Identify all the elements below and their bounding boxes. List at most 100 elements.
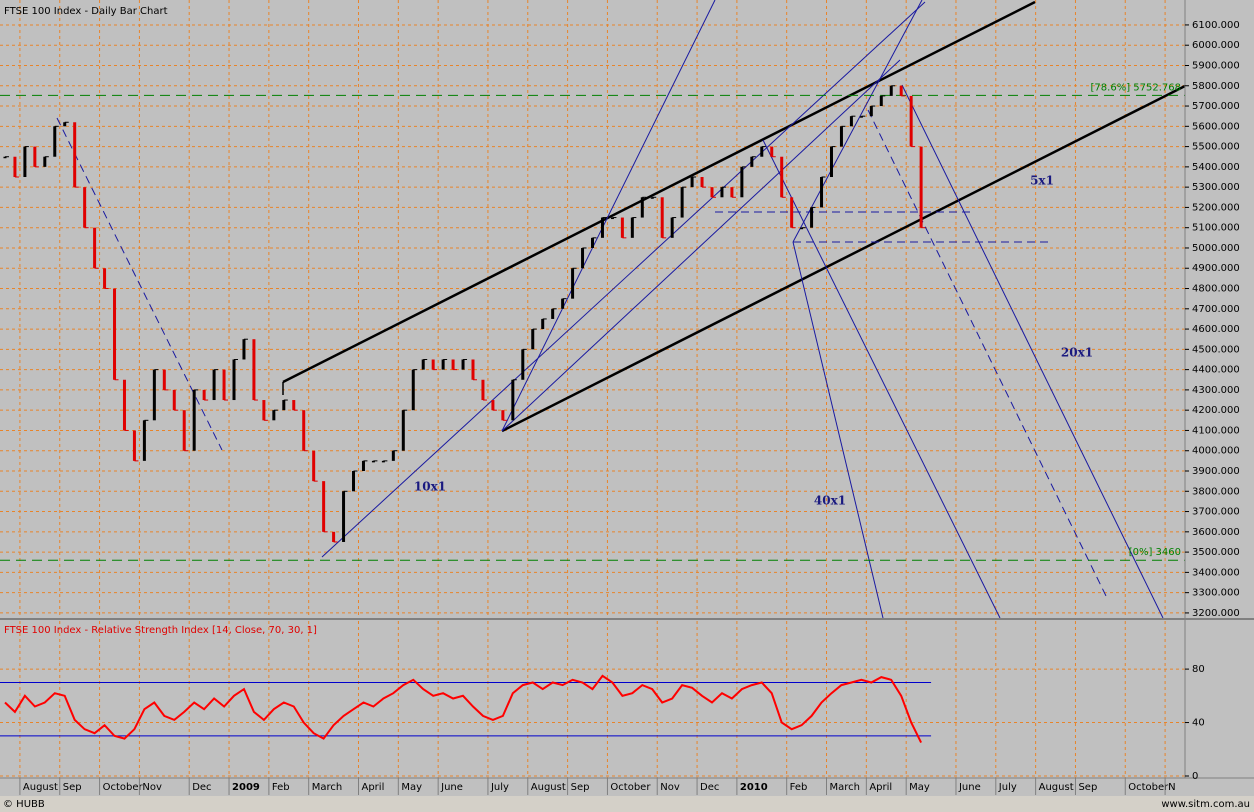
price-bar (401, 410, 405, 451)
price-bar (829, 146, 833, 178)
price-bar (262, 400, 266, 421)
price-bar (600, 217, 604, 238)
x-tick-label: October (610, 782, 651, 793)
y-tick-label: 4900.000 (1192, 263, 1240, 274)
price-bar (780, 156, 784, 198)
x-tick-label: August (531, 782, 566, 793)
price-bar (272, 410, 276, 421)
annotation: 20x1 (1061, 346, 1093, 360)
fan-line (501, 0, 716, 432)
price-bar (63, 122, 67, 127)
y-tick-label: 3600.000 (1192, 527, 1240, 538)
price-bar (561, 298, 565, 309)
price-bar (511, 379, 515, 421)
price-bar (282, 400, 286, 411)
price-bar (33, 146, 37, 167)
price-bar (342, 491, 346, 542)
price-bar (73, 122, 77, 188)
price-bar (122, 379, 126, 431)
x-tick-label: October (103, 782, 144, 793)
price-bar (93, 227, 97, 269)
x-tick-label: Dec (700, 782, 719, 793)
y-tick-label: 4700.000 (1192, 304, 1240, 315)
y-tick-label: 5200.000 (1192, 202, 1240, 213)
price-bar (361, 460, 365, 472)
grid (0, 0, 1185, 778)
price-bar (581, 247, 585, 269)
rsi-title: FTSE 100 Index - Relative Strength Index… (4, 625, 317, 636)
price-bar (13, 156, 17, 178)
price-bar (660, 197, 664, 238)
price-bar (650, 197, 654, 199)
x-tick-label: Feb (790, 782, 808, 793)
price-bar (132, 430, 136, 461)
price-bar (481, 379, 485, 401)
y-tick-label: 5700.000 (1192, 101, 1240, 112)
trend-lines (56, 0, 1186, 619)
price-bar (242, 339, 246, 360)
price-bar (730, 187, 734, 198)
price-bar (630, 217, 634, 238)
price-bar (790, 197, 794, 228)
x-tick-label: June (440, 782, 463, 793)
price-bar (302, 410, 306, 451)
y-tick-label: 5000.000 (1192, 243, 1240, 254)
y-tick-label: 3500.000 (1192, 547, 1240, 558)
rsi-line (4, 674, 922, 744)
price-bar (800, 227, 804, 230)
y-tick-label: 3400.000 (1192, 567, 1240, 578)
price-bar (142, 420, 146, 461)
price-bar (610, 217, 614, 220)
price-bar (312, 450, 316, 482)
y-tick-label: 4400.000 (1192, 365, 1240, 376)
price-bar (371, 460, 375, 463)
price-bar (471, 359, 475, 380)
price-bar (411, 369, 415, 411)
fan-line (321, 1, 926, 558)
price-bar (591, 237, 594, 248)
price-bar (700, 177, 704, 188)
price-bar (451, 359, 455, 370)
price-bar (849, 116, 853, 127)
y-tick-label: 4000.000 (1192, 446, 1240, 457)
level-label: [78.6%] 5752.768 (1091, 82, 1181, 93)
y-tick-label: 3200.000 (1192, 608, 1240, 619)
price-bar (332, 531, 336, 542)
price-bar (820, 177, 824, 208)
price-bar (322, 481, 326, 532)
price-bar (431, 359, 435, 370)
price-bar (670, 217, 674, 238)
price-bar (232, 359, 236, 401)
annotation: 5x1 (1030, 174, 1054, 188)
x-tick-label: 2009 (232, 782, 260, 793)
fan-line (901, 84, 1164, 619)
x-tick-label: April (361, 782, 384, 793)
price-bar (879, 95, 883, 107)
price-bar (352, 471, 356, 492)
y-tick-label: 3700.000 (1192, 507, 1240, 518)
price-bar (899, 85, 903, 96)
price-bar (720, 187, 724, 198)
x-tick-label: July (998, 782, 1017, 793)
price-bar (859, 116, 863, 118)
price-bar (521, 349, 525, 380)
x-tick-label: March (830, 782, 860, 793)
y-tick-label: 5100.000 (1192, 223, 1240, 234)
price-bar (919, 146, 923, 228)
x-tick-label: Sep (63, 782, 82, 793)
fan-line (501, 59, 901, 432)
y-tick-label: 5500.000 (1192, 142, 1240, 153)
price-bar (53, 126, 57, 157)
y-tick-label: 3900.000 (1192, 466, 1240, 477)
price-bar (640, 197, 644, 218)
y-tick-label: 4500.000 (1192, 344, 1240, 355)
price-bar (810, 207, 814, 228)
price-bar (83, 187, 87, 228)
price-bar (292, 400, 296, 411)
y-tick-label: 5800.000 (1192, 81, 1240, 92)
annotation: 40x1 (814, 494, 846, 508)
price-bar (202, 389, 206, 401)
x-tick-label: July (490, 782, 509, 793)
